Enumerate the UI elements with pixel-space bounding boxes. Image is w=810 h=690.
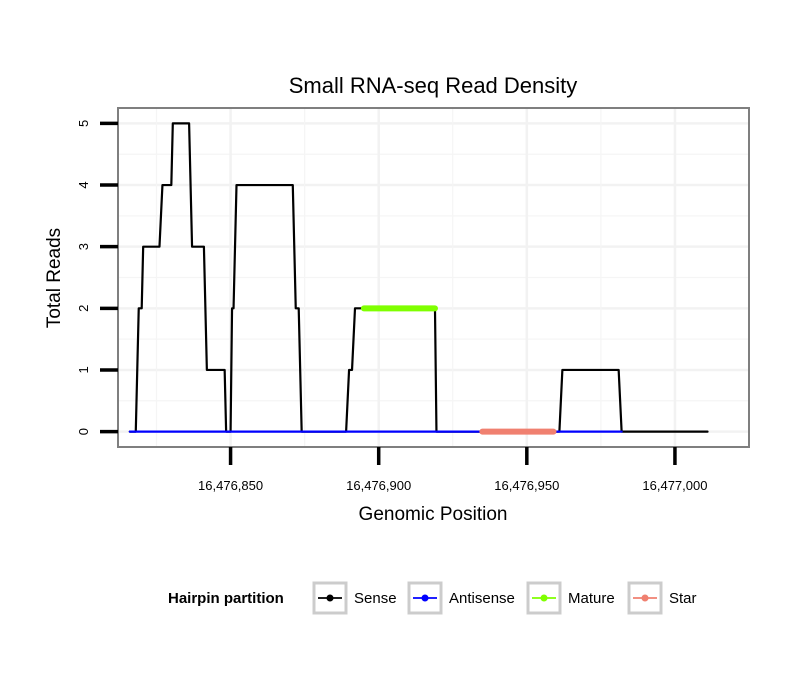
x-tick-label: 16,476,900 (346, 478, 411, 493)
x-axis: 16,476,850 16,476,900 16,476,950 16,477,000 (198, 447, 707, 493)
y-tick-label: 2 (76, 305, 91, 312)
legend-label-antisense: Antisense (449, 590, 515, 607)
x-tick-label: 16,477,000 (642, 478, 707, 493)
x-tick-label: 16,476,850 (198, 478, 263, 493)
x-tick-label: 16,476,950 (494, 478, 559, 493)
legend-label-mature: Mature (568, 590, 615, 607)
legend-items: Sense Antisense Mature Star (312, 581, 697, 615)
y-tick-label: 5 (76, 120, 91, 127)
x-axis-title: Genomic Position (359, 504, 508, 525)
legend-marker-antisense (421, 594, 429, 602)
legend: Hairpin partition Sense Antisense Mature St… (168, 581, 697, 615)
legend-marker-star (641, 594, 649, 602)
series-layer (128, 122, 709, 435)
legend-label-sense: Sense (354, 590, 397, 607)
y-axis: 0 1 2 3 4 5 (76, 120, 118, 435)
y-tick-label: 4 (76, 181, 91, 188)
y-axis-title: Total Reads (44, 228, 65, 328)
legend-label-star: Star (669, 590, 697, 607)
y-tick-label: 1 (76, 366, 91, 373)
legend-marker-mature (540, 594, 548, 602)
series-line-sense (128, 122, 709, 433)
legend-title: Hairpin partition (168, 590, 284, 607)
chart-title: Small RNA-seq Read Density (289, 73, 578, 98)
plot-border (117, 107, 750, 448)
legend-marker-sense (326, 594, 334, 602)
y-tick-label: 3 (76, 243, 91, 250)
y-tick-label: 0 (76, 428, 91, 435)
